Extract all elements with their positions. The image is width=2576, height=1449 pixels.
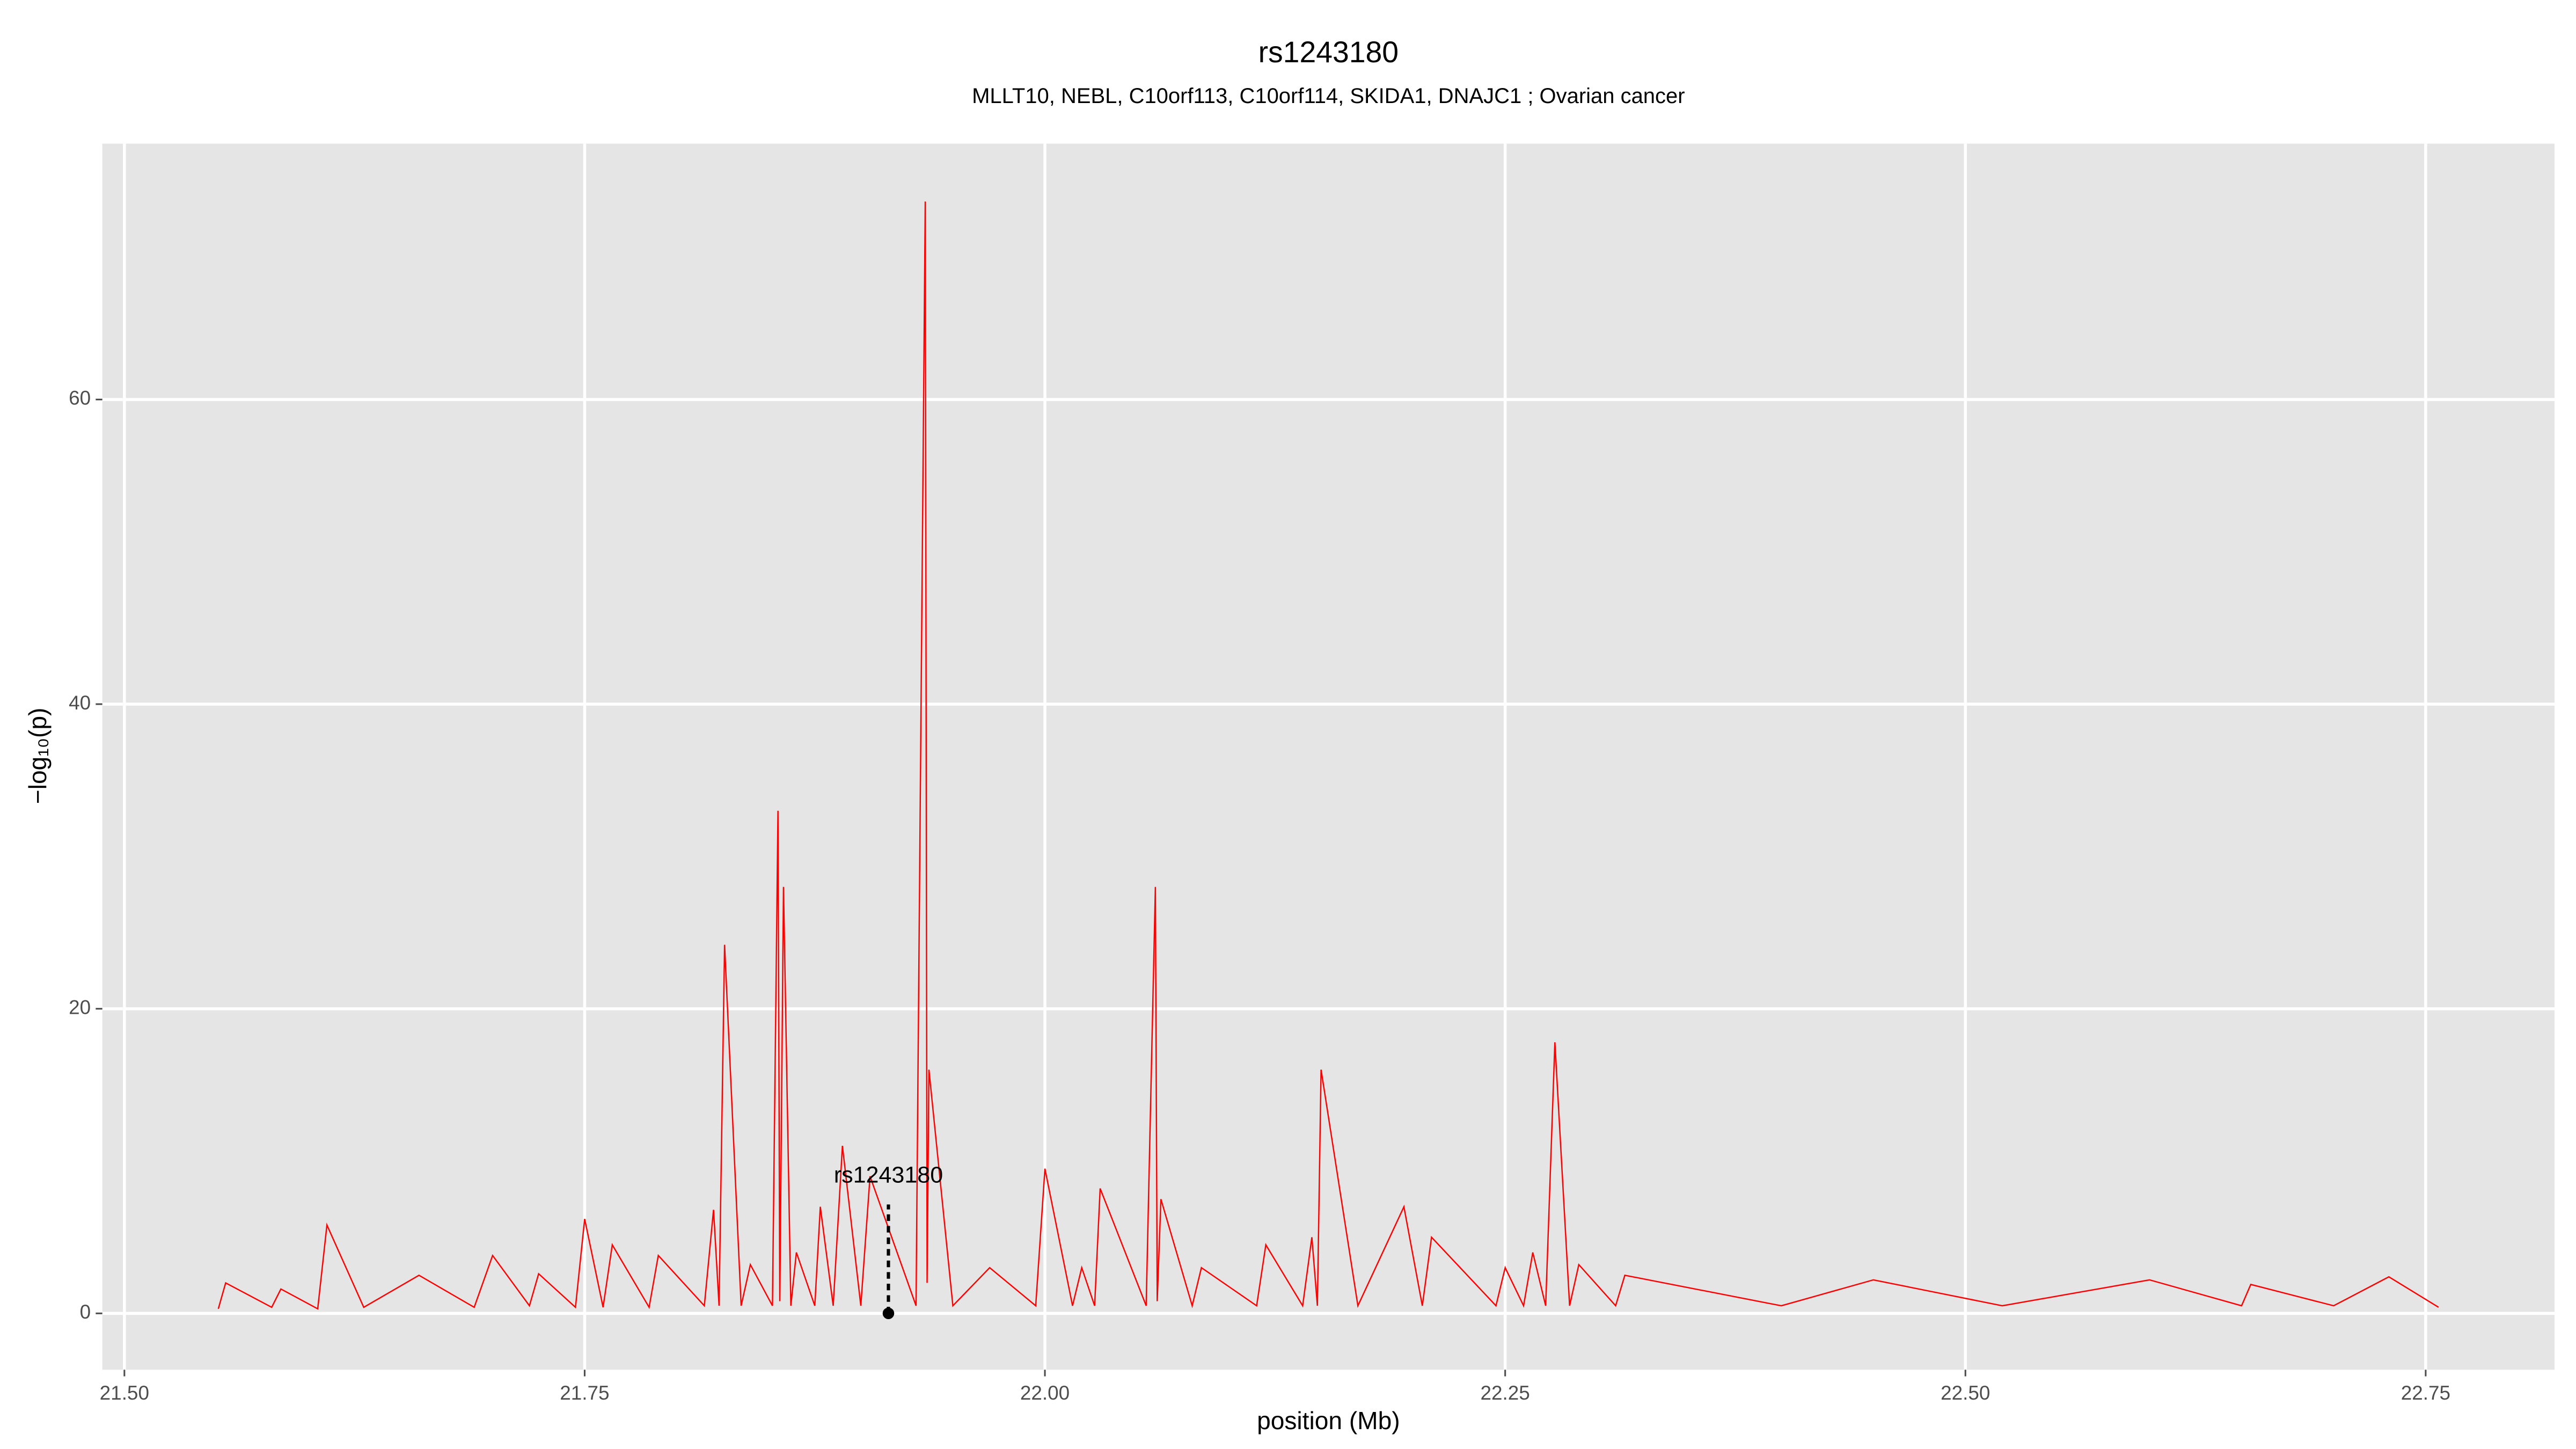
x-tick-label: 21.75 xyxy=(560,1382,609,1404)
annotation-point xyxy=(882,1307,895,1320)
y-tick-label: 60 xyxy=(69,387,91,409)
x-tick-label: 22.00 xyxy=(1020,1382,1070,1404)
plot-panel xyxy=(102,143,2555,1370)
y-tick-label: 40 xyxy=(69,692,91,714)
x-tick-label: 21.50 xyxy=(100,1382,149,1404)
x-axis-label: position (Mb) xyxy=(1257,1407,1400,1435)
chart-title: rs1243180 xyxy=(1258,35,1399,69)
y-tick-label: 20 xyxy=(69,996,91,1018)
y-axis-label: −log₁₀(p) xyxy=(24,708,52,804)
y-tick-label: 0 xyxy=(80,1301,91,1323)
x-tick-label: 22.75 xyxy=(2401,1382,2450,1404)
chart-subtitle: MLLT10, NEBL, C10orf113, C10orf114, SKID… xyxy=(972,84,1685,108)
annotation-label: rs1243180 xyxy=(834,1162,943,1188)
data-line xyxy=(217,201,2439,1310)
x-tick-label: 22.25 xyxy=(1481,1382,1530,1404)
x-tick-label: 22.50 xyxy=(1941,1382,1990,1404)
